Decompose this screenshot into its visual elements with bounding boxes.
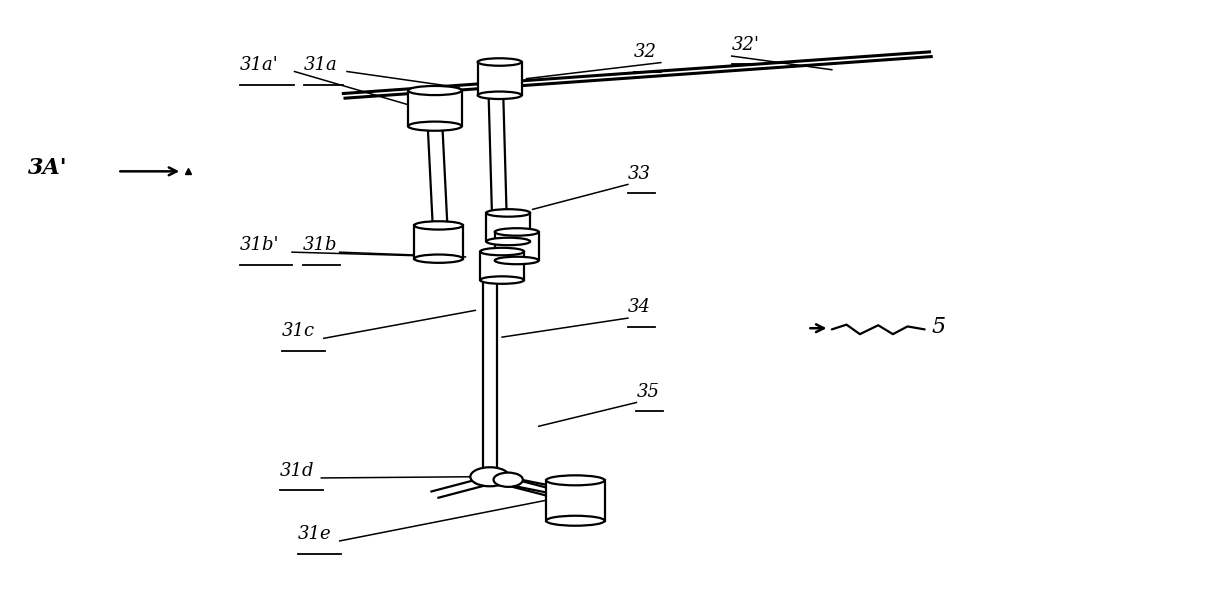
- Text: 31a: 31a: [305, 56, 338, 74]
- Text: 32': 32': [732, 36, 760, 54]
- Text: 31d: 31d: [280, 461, 315, 480]
- Text: 35: 35: [636, 383, 660, 401]
- Ellipse shape: [408, 86, 461, 95]
- Text: 31c: 31c: [283, 322, 316, 340]
- Circle shape: [493, 473, 523, 487]
- Bar: [494, 232, 539, 260]
- Ellipse shape: [494, 228, 539, 236]
- Ellipse shape: [414, 254, 463, 263]
- Ellipse shape: [414, 221, 463, 230]
- Ellipse shape: [480, 276, 524, 284]
- Ellipse shape: [546, 475, 605, 485]
- Bar: [486, 213, 530, 241]
- Ellipse shape: [546, 516, 605, 526]
- Text: 5: 5: [931, 316, 946, 338]
- Text: 31b': 31b': [240, 236, 279, 254]
- Bar: [477, 62, 521, 96]
- Circle shape: [470, 467, 509, 487]
- Text: 31a': 31a': [240, 56, 278, 74]
- Ellipse shape: [408, 122, 461, 131]
- Ellipse shape: [494, 257, 539, 264]
- Text: 31e: 31e: [299, 525, 332, 543]
- Bar: [480, 251, 524, 280]
- Text: 33: 33: [628, 165, 651, 183]
- Text: 3A': 3A': [28, 157, 67, 179]
- Ellipse shape: [480, 248, 524, 256]
- Ellipse shape: [486, 209, 530, 217]
- Ellipse shape: [477, 59, 521, 66]
- Text: 34: 34: [628, 298, 651, 316]
- Ellipse shape: [486, 238, 530, 245]
- Bar: [414, 226, 463, 259]
- Ellipse shape: [477, 91, 521, 99]
- Bar: [408, 91, 461, 126]
- Text: 32: 32: [634, 43, 657, 61]
- Bar: [546, 481, 605, 521]
- Text: 31b: 31b: [304, 236, 338, 254]
